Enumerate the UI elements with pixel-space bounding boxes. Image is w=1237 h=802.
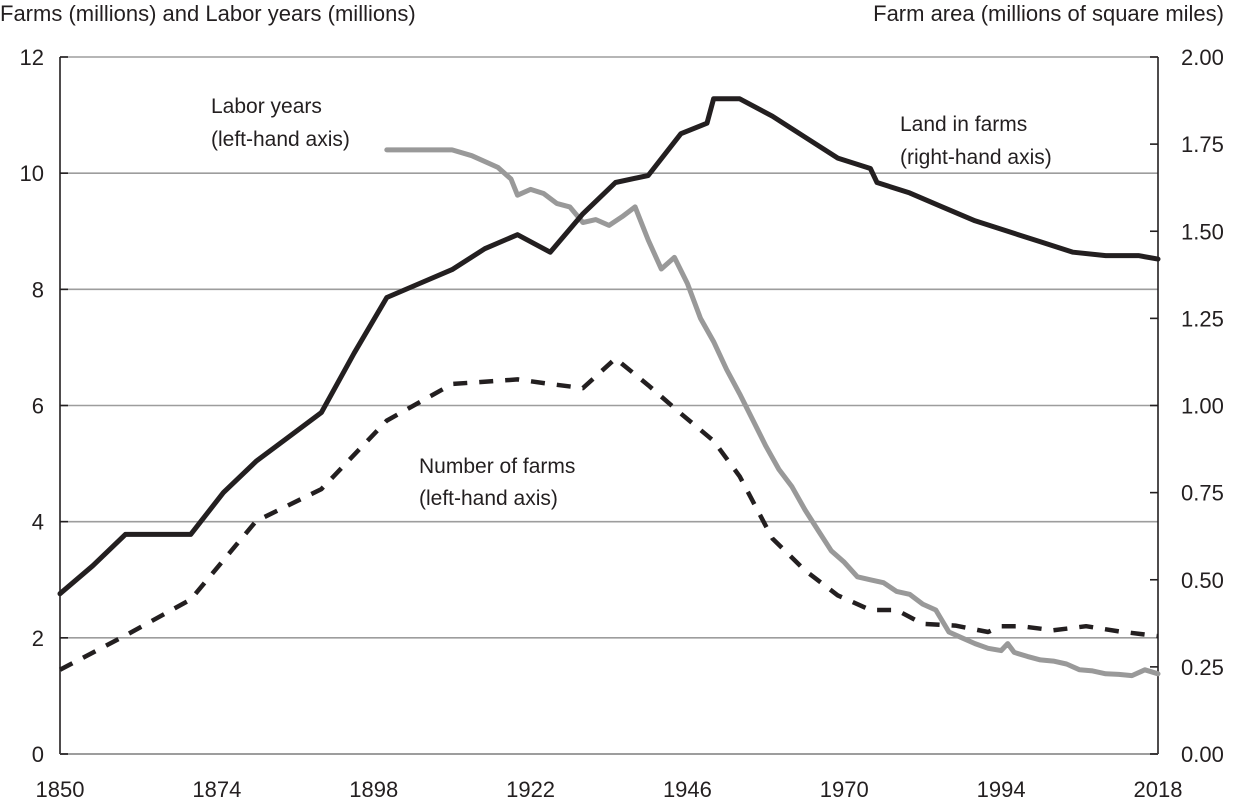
number-of-farms-line bbox=[58, 356, 1159, 672]
left-tick-label: 8 bbox=[32, 277, 44, 302]
land-in-farms-label: Land in farms bbox=[900, 113, 1027, 136]
land-in-farms-line bbox=[57, 96, 1161, 597]
right-axis-ticks: 0.00 0.25 0.50 0.75 1.00 1.25 1.50 1.75 2.00 bbox=[1150, 45, 1224, 767]
labor-years-label: Labor years bbox=[211, 95, 322, 118]
gridlines bbox=[60, 56, 1158, 755]
x-tick-label: 2018 bbox=[1134, 777, 1183, 802]
x-tick-label: 1946 bbox=[663, 777, 712, 802]
number-of-farms-label: Number of farms bbox=[419, 455, 575, 478]
labor-years-line bbox=[384, 147, 1161, 679]
right-tick-label: 1.00 bbox=[1181, 394, 1224, 419]
left-tick-label: 6 bbox=[32, 394, 44, 419]
right-tick-label: 1.75 bbox=[1181, 132, 1224, 157]
right-tick-label: 0.25 bbox=[1181, 655, 1224, 680]
left-axis-ticks: 0 2 4 6 8 10 12 bbox=[20, 45, 68, 767]
number-of-farms-axis-note: (left-hand axis) bbox=[419, 487, 558, 510]
x-axis-ticks: 1850 1874 1898 1922 1946 1970 1994 2018 bbox=[36, 777, 1183, 802]
right-tick-label: 1.50 bbox=[1181, 219, 1224, 244]
x-tick-label: 1874 bbox=[192, 777, 241, 802]
left-tick-label: 10 bbox=[20, 161, 44, 186]
land-in-farms-axis-note: (right-hand axis) bbox=[900, 146, 1052, 169]
left-tick-label: 2 bbox=[32, 626, 44, 651]
left-tick-label: 12 bbox=[20, 45, 44, 70]
x-tick-label: 1898 bbox=[349, 777, 398, 802]
right-tick-label: 0.75 bbox=[1181, 481, 1224, 506]
series-lines bbox=[57, 96, 1161, 679]
right-tick-label: 0.00 bbox=[1181, 742, 1224, 767]
x-tick-label: 1994 bbox=[977, 777, 1026, 802]
x-tick-label: 1922 bbox=[506, 777, 555, 802]
right-tick-label: 0.50 bbox=[1181, 568, 1224, 593]
x-tick-label: 1850 bbox=[36, 777, 85, 802]
left-tick-label: 0 bbox=[32, 742, 44, 767]
x-tick-label: 1970 bbox=[820, 777, 869, 802]
right-tick-label: 1.25 bbox=[1181, 306, 1224, 331]
left-tick-label: 4 bbox=[32, 510, 44, 535]
right-tick-label: 2.00 bbox=[1181, 45, 1224, 70]
right-axis-title: Farm area (millions of square miles) bbox=[873, 1, 1224, 26]
left-axis-title: Farms (millions) and Labor years (millio… bbox=[0, 1, 416, 26]
labor-years-axis-note: (left-hand axis) bbox=[211, 128, 350, 151]
